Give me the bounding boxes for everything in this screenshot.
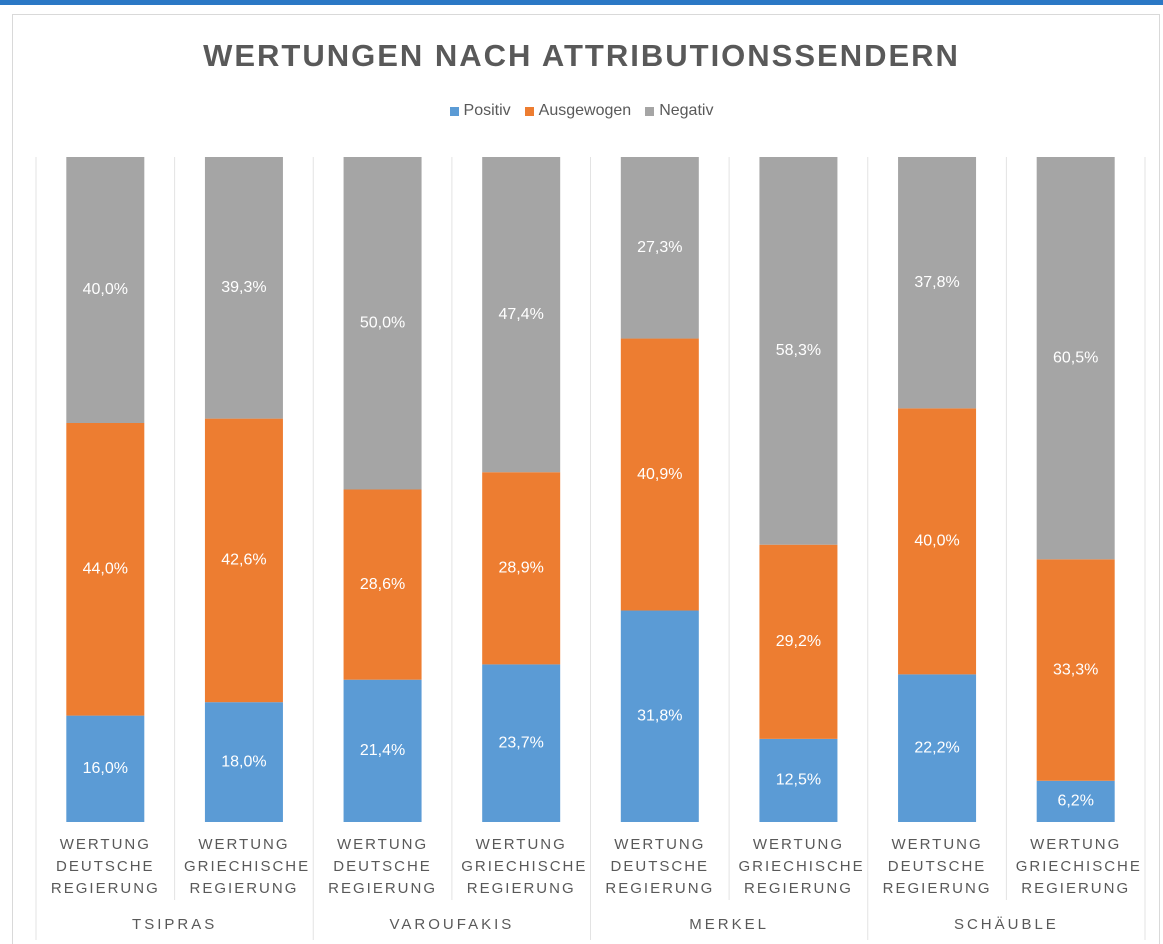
x-tick-label: WERTUNG DEUTSCHE REGIERUNG — [328, 836, 437, 897]
data-label: 31,8% — [637, 707, 682, 724]
bar-segment — [898, 674, 977, 822]
x-tick-label: WERTUNG DEUTSCHE REGIERUNG — [50, 836, 160, 897]
bar-segment — [343, 157, 422, 490]
x-tick-label: WERTUNG GRIECHISCHE REGIERUNG — [1015, 836, 1142, 897]
x-tick-label: WERTUNG GRIECHISCHE REGIERUNG — [183, 836, 311, 897]
data-label: 44,0% — [83, 561, 128, 578]
legend-swatch — [645, 106, 655, 116]
data-label: 29,2% — [776, 633, 821, 650]
bar-segment — [898, 157, 977, 409]
x-tick-label: WERTUNG DEUTSCHE REGIERUNG — [882, 836, 992, 897]
data-label: 33,3% — [1053, 661, 1098, 678]
data-label: 28,6% — [360, 576, 405, 593]
bar-segment — [482, 157, 561, 473]
legend-label: Positiv — [463, 102, 511, 119]
group-label: TSIPRAS — [132, 916, 218, 933]
data-label: 40,0% — [914, 533, 959, 550]
legend-label: Ausgewogen — [538, 102, 632, 119]
bar-segment — [343, 489, 422, 680]
bar-segment — [759, 157, 838, 545]
data-label: 6,2% — [1057, 793, 1093, 810]
bar-segment — [66, 423, 145, 716]
data-label: 50,0% — [360, 314, 405, 331]
bar-segment — [898, 408, 977, 675]
bar-segment — [204, 702, 283, 822]
bar-segment — [620, 338, 699, 611]
bar-segment — [620, 610, 699, 822]
data-label: 21,4% — [360, 742, 405, 759]
data-label: 27,3% — [637, 239, 682, 256]
legend-label: Negativ — [659, 102, 714, 119]
data-label: 42,6% — [221, 552, 266, 569]
data-label: 28,9% — [499, 560, 544, 577]
bar-segment — [759, 738, 838, 822]
x-tick-label: WERTUNG GRIECHISCHE REGIERUNG — [738, 836, 865, 897]
data-label: 16,0% — [83, 760, 128, 777]
bar-segment — [204, 157, 283, 419]
x-tick-label: WERTUNG GRIECHISCHE REGIERUNG — [461, 836, 588, 897]
data-label: 23,7% — [499, 734, 544, 751]
data-label: 58,3% — [776, 342, 821, 359]
group-label: VAROUFAKIS — [389, 916, 515, 933]
data-label: 39,3% — [221, 279, 266, 296]
bar-segment — [66, 157, 145, 423]
chart-title: WERTUNGEN NACH ATTRIBUTIONSSENDERN — [203, 38, 960, 73]
bar-segment — [620, 157, 699, 339]
chart-frame — [12, 14, 1160, 944]
group-label: SCHÄUBLE — [953, 916, 1059, 933]
legend-swatch — [449, 106, 459, 116]
data-label: 18,0% — [221, 753, 266, 770]
x-tick-label: WERTUNG DEUTSCHE REGIERUNG — [605, 836, 715, 897]
legend-swatch — [524, 106, 534, 116]
bar-segment — [759, 544, 838, 739]
bar-segment — [482, 472, 561, 665]
group-label: MERKEL — [689, 916, 769, 933]
data-label: 37,8% — [914, 274, 959, 291]
legend-item: Positiv — [449, 102, 511, 120]
data-label: 12,5% — [776, 772, 821, 789]
legend-item: Ausgewogen — [524, 102, 632, 120]
data-label: 47,4% — [499, 306, 544, 323]
legend: Positiv Ausgewogen Negativ — [0, 102, 1163, 120]
bar-segment — [343, 679, 422, 822]
bar-segment — [482, 664, 561, 822]
data-label: 22,2% — [914, 739, 959, 756]
bar-segment — [66, 715, 145, 822]
bar-segment — [204, 418, 283, 703]
window-bar — [0, 0, 1163, 5]
bar-segment — [1036, 780, 1115, 822]
data-label: 40,0% — [83, 281, 128, 298]
data-label: 60,5% — [1053, 349, 1098, 366]
bar-segment — [1036, 559, 1115, 781]
data-label: 40,9% — [637, 466, 682, 483]
bar-segment — [1036, 157, 1115, 560]
legend-item: Negativ — [645, 102, 713, 120]
